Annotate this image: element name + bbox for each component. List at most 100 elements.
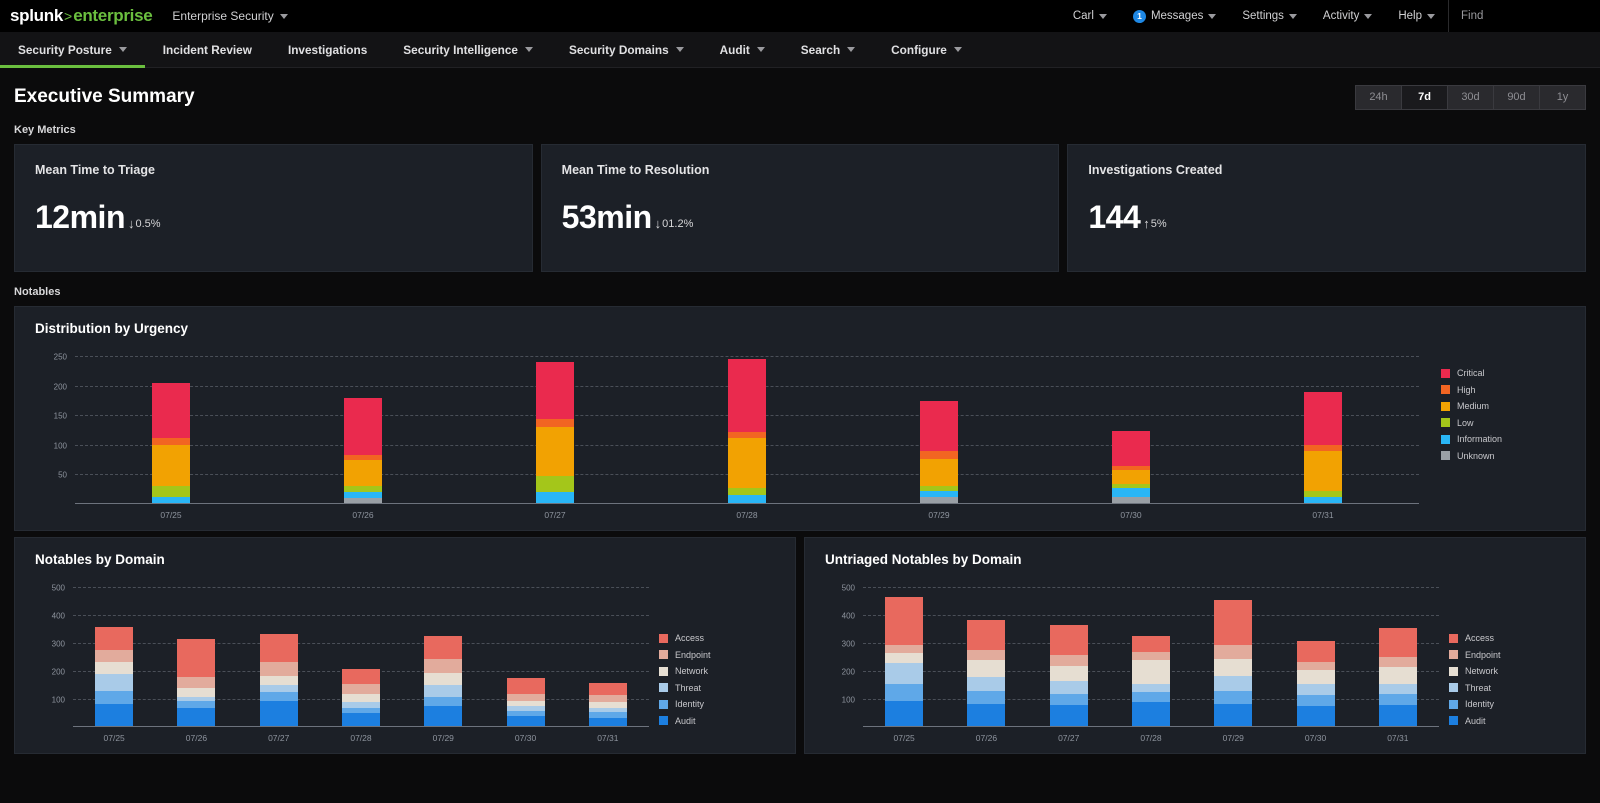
time-range-button-90d[interactable]: 90d xyxy=(1493,84,1540,110)
bar-segment-audit[interactable] xyxy=(177,707,216,726)
bar-segment-threat[interactable] xyxy=(1296,684,1335,696)
bar-segment-identity[interactable] xyxy=(177,700,216,708)
stacked-bar[interactable] xyxy=(1112,430,1150,503)
bar-segment-identity[interactable] xyxy=(1378,693,1417,705)
bar-segment-access[interactable] xyxy=(967,619,1006,651)
stacked-bar[interactable] xyxy=(885,597,924,726)
bar-segment-access[interactable] xyxy=(1214,600,1253,645)
bar-segment-audit[interactable] xyxy=(424,706,463,726)
bar-segment-unknown[interactable] xyxy=(1112,497,1150,503)
bar-segment-endpoint[interactable] xyxy=(95,650,134,662)
bar-segment-high[interactable] xyxy=(152,437,190,446)
stacked-bar[interactable] xyxy=(152,383,190,503)
stacked-bar[interactable] xyxy=(536,362,574,503)
bar-segment-network[interactable] xyxy=(1296,670,1335,685)
bar-segment-network[interactable] xyxy=(885,653,924,664)
bar-segment-critical[interactable] xyxy=(152,383,190,438)
bar-segment-endpoint[interactable] xyxy=(1131,651,1170,661)
legend-item-endpoint[interactable]: Endpoint xyxy=(659,650,779,660)
bar-segment-network[interactable] xyxy=(95,661,134,675)
bar-segment-access[interactable] xyxy=(259,633,298,662)
bar-segment-threat[interactable] xyxy=(259,685,298,693)
nav-item-incident-review[interactable]: Incident Review xyxy=(145,32,270,67)
legend-item-identity[interactable]: Identity xyxy=(659,699,779,709)
bar-segment-medium[interactable] xyxy=(1304,450,1342,492)
bar-segment-network[interactable] xyxy=(1049,665,1088,682)
bar-segment-identity[interactable] xyxy=(259,692,298,701)
bar-segment-access[interactable] xyxy=(1296,640,1335,662)
bar-segment-threat[interactable] xyxy=(885,663,924,685)
settings-menu[interactable]: Settings xyxy=(1229,0,1310,32)
stacked-bar[interactable] xyxy=(1131,636,1170,726)
bar-segment-critical[interactable] xyxy=(344,397,382,455)
bar-segment-threat[interactable] xyxy=(1214,675,1253,692)
bar-segment-access[interactable] xyxy=(341,668,380,685)
bar-segment-network[interactable] xyxy=(424,672,463,686)
legend-item-threat[interactable]: Threat xyxy=(1449,683,1569,693)
bar-segment-audit[interactable] xyxy=(1131,702,1170,726)
bar-segment-low[interactable] xyxy=(920,486,958,492)
stacked-bar[interactable] xyxy=(588,682,627,726)
splunk-logo[interactable]: splunk > enterprise xyxy=(0,6,153,26)
bar-segment-identity[interactable] xyxy=(967,691,1006,704)
legend-item-audit[interactable]: Audit xyxy=(659,716,779,726)
bar-segment-threat[interactable] xyxy=(1378,684,1417,694)
bar-segment-threat[interactable] xyxy=(177,696,216,701)
bar-segment-access[interactable] xyxy=(177,639,216,678)
bar-segment-identity[interactable] xyxy=(885,684,924,701)
bar-segment-identity[interactable] xyxy=(506,710,545,717)
stacked-bar[interactable] xyxy=(728,358,766,503)
legend-item-access[interactable]: Access xyxy=(659,633,779,643)
bar-segment-audit[interactable] xyxy=(1296,706,1335,726)
bar-segment-threat[interactable] xyxy=(341,702,380,708)
bar-segment-network[interactable] xyxy=(259,675,298,686)
bar-segment-network[interactable] xyxy=(588,702,627,708)
stacked-bar[interactable] xyxy=(95,626,134,726)
bar-segment-access[interactable] xyxy=(588,682,627,696)
bar-segment-endpoint[interactable] xyxy=(259,661,298,676)
bar-segment-access[interactable] xyxy=(1049,625,1088,655)
bar-segment-threat[interactable] xyxy=(506,706,545,711)
legend-item-threat[interactable]: Threat xyxy=(659,683,779,693)
bar-segment-identity[interactable] xyxy=(341,707,380,714)
bar-segment-threat[interactable] xyxy=(588,707,627,713)
bar-segment-endpoint[interactable] xyxy=(506,693,545,701)
nav-item-investigations[interactable]: Investigations xyxy=(270,32,385,67)
bar-segment-network[interactable] xyxy=(341,693,380,703)
user-menu[interactable]: Carl xyxy=(1060,0,1120,32)
bar-segment-identity[interactable] xyxy=(1049,693,1088,705)
bar-segment-endpoint[interactable] xyxy=(424,658,463,673)
bar-segment-network[interactable] xyxy=(177,688,216,697)
legend-item-network[interactable]: Network xyxy=(1449,666,1569,676)
bar-segment-medium[interactable] xyxy=(536,427,574,476)
bar-segment-unknown[interactable] xyxy=(920,497,958,503)
bar-segment-identity[interactable] xyxy=(424,696,463,707)
legend-item-identity[interactable]: Identity xyxy=(1449,699,1569,709)
bar-segment-information[interactable] xyxy=(1304,497,1342,503)
nav-item-search[interactable]: Search xyxy=(783,32,873,67)
bar-segment-endpoint[interactable] xyxy=(341,684,380,694)
bar-segment-critical[interactable] xyxy=(920,401,958,451)
legend-item-endpoint[interactable]: Endpoint xyxy=(1449,650,1569,660)
messages-menu[interactable]: 1 Messages xyxy=(1120,0,1229,32)
legend-item-unknown[interactable]: Unknown xyxy=(1441,451,1569,461)
find-input[interactable]: Find xyxy=(1448,0,1600,32)
bar-segment-identity[interactable] xyxy=(1214,691,1253,704)
bar-segment-medium[interactable] xyxy=(728,437,766,488)
bar-segment-information[interactable] xyxy=(152,497,190,503)
bar-segment-information[interactable] xyxy=(728,494,766,503)
bar-segment-endpoint[interactable] xyxy=(1049,654,1088,666)
time-range-button-7d[interactable]: 7d xyxy=(1401,84,1448,110)
bar-segment-unknown[interactable] xyxy=(344,498,382,503)
nav-item-security-domains[interactable]: Security Domains xyxy=(551,32,702,67)
bar-segment-audit[interactable] xyxy=(967,703,1006,726)
bar-segment-low[interactable] xyxy=(152,486,190,498)
bar-segment-access[interactable] xyxy=(424,636,463,659)
stacked-bar[interactable] xyxy=(1304,391,1342,503)
bar-segment-high[interactable] xyxy=(344,454,382,461)
bar-segment-threat[interactable] xyxy=(95,674,134,692)
app-selector[interactable]: Enterprise Security xyxy=(172,9,288,23)
bar-segment-endpoint[interactable] xyxy=(177,677,216,689)
time-range-button-24h[interactable]: 24h xyxy=(1355,84,1402,110)
bar-segment-low[interactable] xyxy=(1112,484,1150,488)
